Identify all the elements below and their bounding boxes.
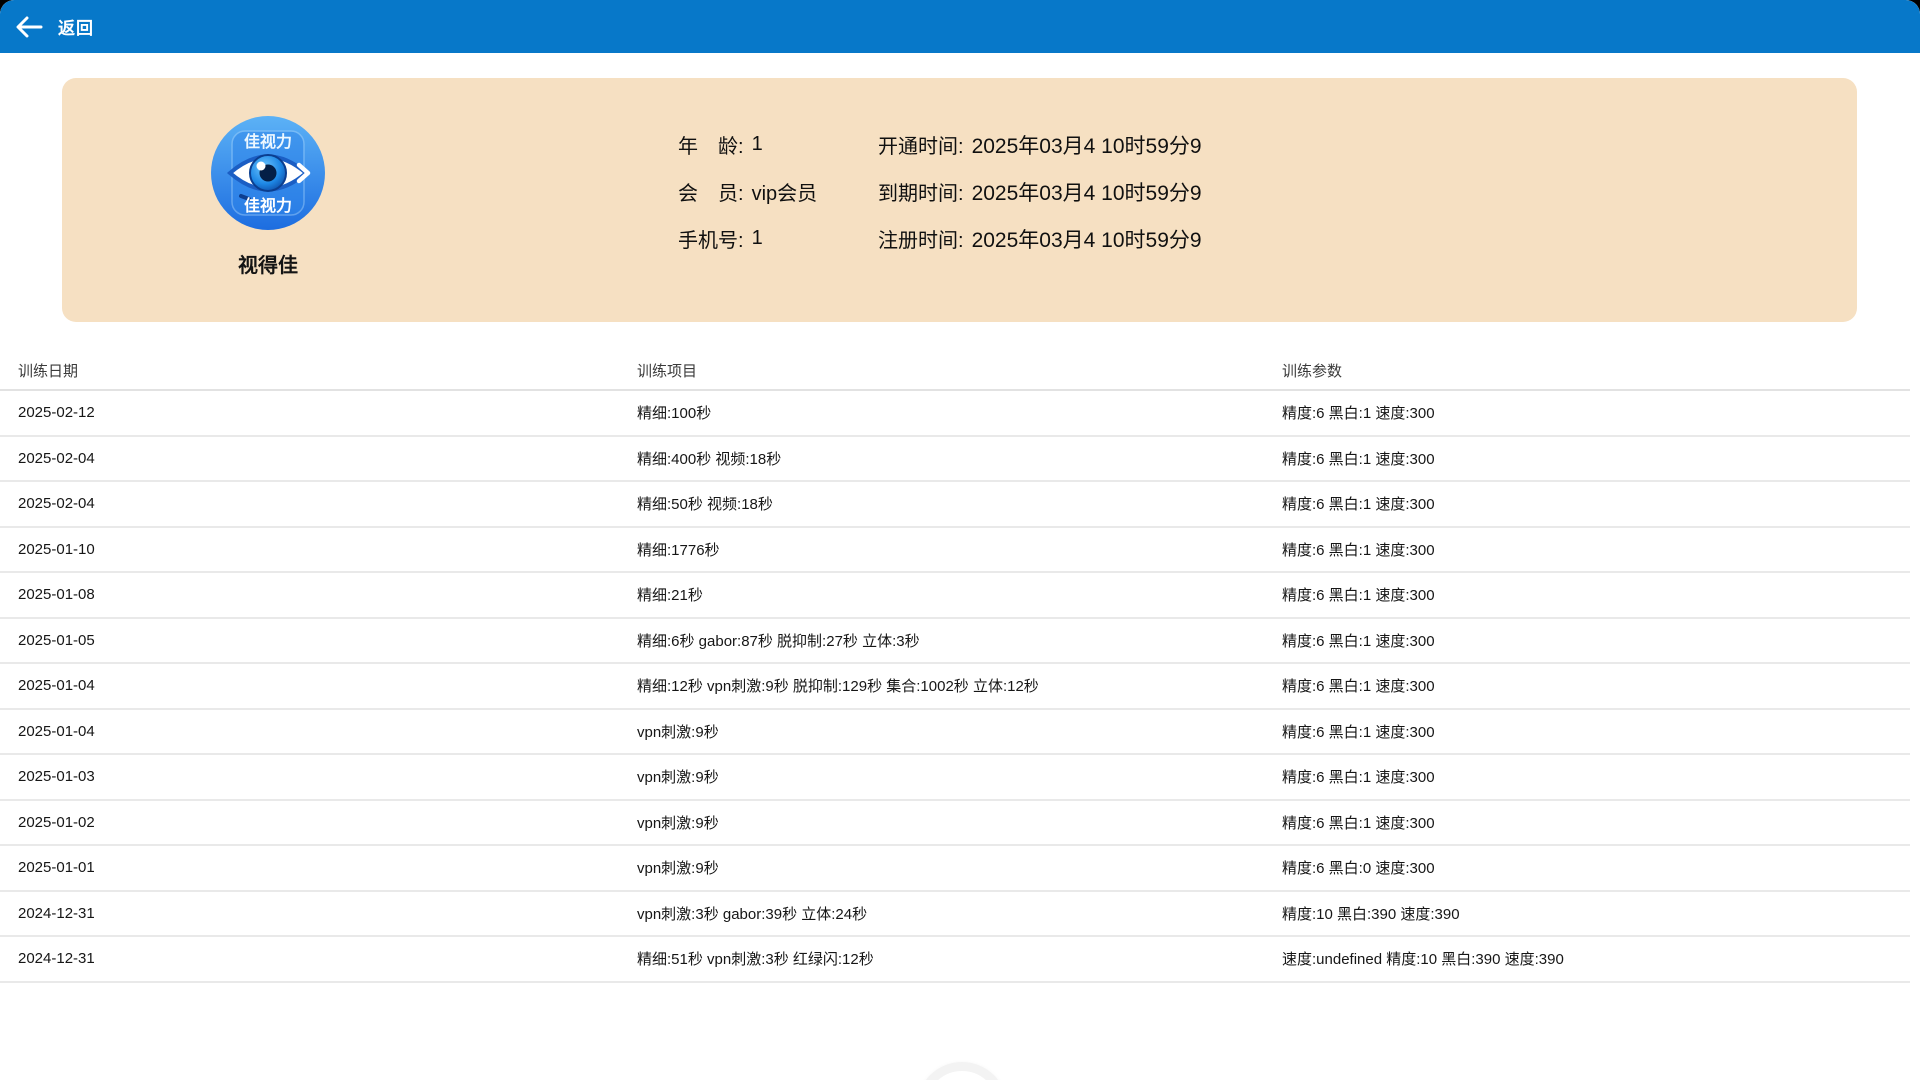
cell-train-params: 精度:6 黑白:1 速度:300 <box>1282 572 1910 619</box>
table-row: 2025-01-04 精细:12秒 vpn刺激:9秒 脱抑制:129秒 集合:1… <box>0 663 1910 710</box>
col-header-train-items: 训练项目 <box>637 352 1282 391</box>
cell-train-date: 2024-12-31 <box>0 890 637 937</box>
info-field: 到期时间: 2025年03月4 10时59分9 <box>878 168 1202 215</box>
back-label: 返回 <box>58 19 94 38</box>
info-column-left: 年 龄: 1 会 员: vip会员 手机号: 1 <box>678 121 878 262</box>
profile-info: 年 龄: 1 会 员: vip会员 手机号: 1 开通时间: 2025年03月4… <box>678 121 1202 262</box>
cell-train-items: 精细:1776秒 <box>637 526 1282 573</box>
cell-train-date: 2024-12-31 <box>0 936 637 983</box>
info-field: 年 龄: 1 <box>678 121 878 168</box>
table-row: 2025-01-04 vpn刺激:9秒 精度:6 黑白:1 速度:300 <box>0 708 1910 755</box>
chevron-right-icon <box>296 162 311 184</box>
info-field-value: 1 <box>751 227 763 249</box>
cell-train-params: 精度:6 黑白:1 速度:300 <box>1282 754 1910 801</box>
info-field-value: 2025年03月4 10时59分9 <box>971 181 1202 205</box>
cell-train-date: 2025-02-04 <box>0 481 637 528</box>
avatar-brand-bottom-label: 佳视力 <box>244 196 292 215</box>
profile-card: 佳视力 佳视力 视得佳 年 龄: 1 会 员: vip会员 手机号: 1 开通时… <box>62 78 1857 322</box>
cell-train-date: 2025-01-04 <box>0 663 637 710</box>
table-row: 2025-01-10 精细:1776秒 精度:6 黑白:1 速度:300 <box>0 526 1910 573</box>
cell-train-items: vpn刺激:9秒 <box>637 754 1282 801</box>
avatar-block: 佳视力 佳视力 视得佳 <box>204 116 332 278</box>
info-field-value: 2025年03月4 10时59分9 <box>971 134 1202 158</box>
table-row: 2025-01-03 vpn刺激:9秒 精度:6 黑白:1 速度:300 <box>0 754 1910 801</box>
cell-train-params: 精度:6 黑白:1 速度:300 <box>1282 435 1910 482</box>
cell-train-params: 速度:undefined 精度:10 黑白:390 速度:390 <box>1282 936 1910 983</box>
table-row: 2025-02-12 精细:100秒 精度:6 黑白:1 速度:300 <box>0 390 1910 437</box>
info-field-label: 开通时间: <box>878 136 964 158</box>
table-row: 2024-12-31 精细:51秒 vpn刺激:3秒 红绿闪:12秒 速度:un… <box>0 936 1910 983</box>
profile-name: 视得佳 <box>238 255 298 277</box>
cell-train-date: 2025-01-03 <box>0 754 637 801</box>
cell-train-items: vpn刺激:9秒 <box>637 799 1282 846</box>
table-row: 2025-01-05 精细:6秒 gabor:87秒 脱抑制:27秒 立体:3秒… <box>0 617 1910 664</box>
info-field-label: 到期时间: <box>878 183 964 205</box>
info-field: 注册时间: 2025年03月4 10时59分9 <box>878 215 1202 262</box>
info-field-value: vip会员 <box>751 183 818 205</box>
cell-train-date: 2025-01-01 <box>0 845 637 892</box>
cell-train-date: 2025-01-08 <box>0 572 637 619</box>
info-field-label: 年 龄: <box>678 136 744 158</box>
cell-train-items: 精细:51秒 vpn刺激:3秒 红绿闪:12秒 <box>637 936 1282 983</box>
info-field: 手机号: 1 <box>678 215 878 262</box>
info-field-label: 会 员: <box>678 183 744 205</box>
cell-train-items: vpn刺激:3秒 gabor:39秒 立体:24秒 <box>637 890 1282 937</box>
avatar[interactable]: 佳视力 佳视力 <box>211 116 325 230</box>
cell-train-params: 精度:6 黑白:1 速度:300 <box>1282 526 1910 573</box>
back-button[interactable]: 返回 <box>15 14 94 39</box>
cell-train-params: 精度:6 黑白:1 速度:300 <box>1282 708 1910 755</box>
table-row: 2024-12-31 vpn刺激:3秒 gabor:39秒 立体:24秒 精度:… <box>0 890 1910 937</box>
info-field-label: 手机号: <box>678 230 744 252</box>
cell-train-items: 精细:21秒 <box>637 572 1282 619</box>
cell-train-date: 2025-01-05 <box>0 617 637 664</box>
table-row: 2025-02-04 精细:400秒 视频:18秒 精度:6 黑白:1 速度:3… <box>0 435 1910 482</box>
cell-train-params: 精度:6 黑白:1 速度:300 <box>1282 390 1910 437</box>
cell-train-params: 精度:10 黑白:390 速度:390 <box>1282 890 1910 937</box>
info-field-value: 2025年03月4 10时59分9 <box>971 228 1202 252</box>
cell-train-items: 精细:100秒 <box>637 390 1282 437</box>
col-header-train-date: 训练日期 <box>0 352 637 391</box>
training-table-body: 2025-02-12 精细:100秒 精度:6 黑白:1 速度:300 2025… <box>0 390 1910 983</box>
cell-train-items: 精细:50秒 视频:18秒 <box>637 481 1282 528</box>
cell-train-params: 精度:6 黑白:1 速度:300 <box>1282 663 1910 710</box>
cell-train-items: 精细:12秒 vpn刺激:9秒 脱抑制:129秒 集合:1002秒 立体:12秒 <box>637 663 1282 710</box>
back-arrow-icon <box>15 16 43 38</box>
training-table: 训练日期 训练项目 训练参数 2025-02-12 精细:100秒 精度:6 黑… <box>0 352 1910 983</box>
top-bar: 返回 <box>0 0 1920 53</box>
cell-train-date: 2025-02-04 <box>0 435 637 482</box>
info-field: 会 员: vip会员 <box>678 168 878 215</box>
cell-train-params: 精度:6 黑白:1 速度:300 <box>1282 799 1910 846</box>
avatar-brand-top-label: 佳视力 <box>244 132 292 151</box>
cell-train-items: vpn刺激:9秒 <box>637 845 1282 892</box>
info-field: 开通时间: 2025年03月4 10时59分9 <box>878 121 1202 168</box>
info-field-value: 1 <box>751 133 763 155</box>
table-row: 2025-01-02 vpn刺激:9秒 精度:6 黑白:1 速度:300 <box>0 799 1910 846</box>
table-row: 2025-01-08 精细:21秒 精度:6 黑白:1 速度:300 <box>0 572 1910 619</box>
cell-train-params: 精度:6 黑白:1 速度:300 <box>1282 617 1910 664</box>
loading-spinner <box>917 1062 1007 1080</box>
table-row: 2025-01-01 vpn刺激:9秒 精度:6 黑白:0 速度:300 <box>0 845 1910 892</box>
cell-train-params: 精度:6 黑白:0 速度:300 <box>1282 845 1910 892</box>
cell-train-params: 精度:6 黑白:1 速度:300 <box>1282 481 1910 528</box>
cell-train-date: 2025-01-02 <box>0 799 637 846</box>
cell-train-items: 精细:6秒 gabor:87秒 脱抑制:27秒 立体:3秒 <box>637 617 1282 664</box>
cell-train-date: 2025-01-04 <box>0 708 637 755</box>
col-header-train-params: 训练参数 <box>1282 352 1910 391</box>
cell-train-date: 2025-01-10 <box>0 526 637 573</box>
cell-train-items: vpn刺激:9秒 <box>637 708 1282 755</box>
cell-train-items: 精细:400秒 视频:18秒 <box>637 435 1282 482</box>
info-column-right: 开通时间: 2025年03月4 10时59分9 到期时间: 2025年03月4 … <box>878 121 1202 262</box>
info-field-label: 注册时间: <box>878 230 964 252</box>
table-header-row: 训练日期 训练项目 训练参数 <box>0 352 1910 391</box>
cell-train-date: 2025-02-12 <box>0 390 637 437</box>
table-row: 2025-02-04 精细:50秒 视频:18秒 精度:6 黑白:1 速度:30… <box>0 481 1910 528</box>
